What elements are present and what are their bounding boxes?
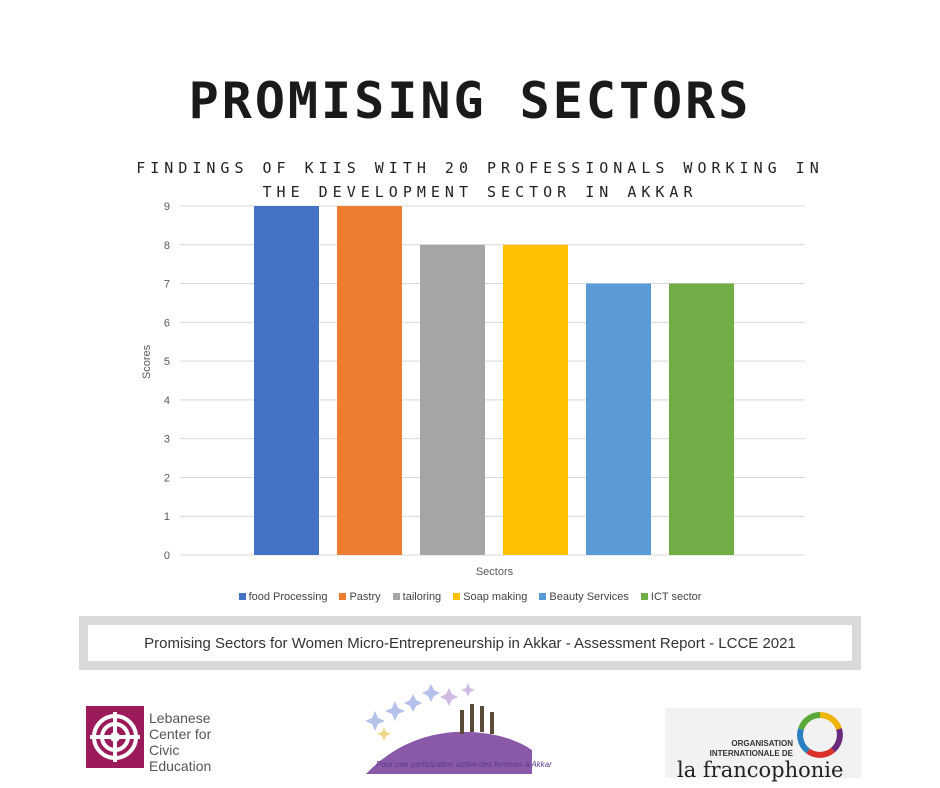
legend-swatch	[539, 593, 547, 600]
bar-2	[420, 244, 485, 555]
legend-item: Pastry	[339, 591, 381, 603]
legend-swatch	[339, 593, 347, 600]
y-tick-label: 2	[164, 472, 170, 484]
francophonie-name: la francophonie	[677, 758, 844, 782]
legend-swatch	[453, 593, 461, 600]
legend-swatch	[238, 593, 246, 600]
y-tick-label: 5	[164, 356, 170, 368]
y-tick-label: 1	[164, 511, 170, 523]
y-axis-label: Scores	[141, 344, 153, 379]
francophonie-logo: ORGANISATION INTERNATIONALE DE la franco…	[665, 708, 861, 782]
akkar-logo-graphic-icon	[365, 683, 532, 774]
y-tick-label: 9	[164, 201, 170, 213]
legend-item: Soap making	[453, 591, 527, 603]
francophonie-ring-icon	[797, 712, 843, 758]
y-tick-label: 7	[164, 279, 170, 291]
page-title: PROMISING SECTORS	[188, 72, 752, 130]
akkar-logo-caption: Pour une participation active des femmes…	[376, 760, 552, 769]
y-tick-label: 3	[164, 434, 170, 446]
legend-item: Beauty Services	[539, 591, 629, 603]
bar-4	[586, 283, 651, 555]
y-tick-label: 4	[164, 395, 170, 407]
lcce-logo-text: Lebanese Center for Civic Education	[149, 710, 212, 774]
bar-chart: 0 1 2 3 4 5 6 7 8 9 Sectors Scores	[141, 201, 805, 578]
legend-item: tailoring	[392, 591, 442, 603]
bar-0	[254, 206, 319, 555]
bar-5	[669, 283, 734, 555]
chart-legend: food Processing Pastry tailoring Soap makin…	[0, 591, 940, 603]
bar-3	[503, 244, 568, 555]
legend-swatch	[640, 593, 648, 600]
legend-item: ICT sector	[640, 591, 702, 603]
legend-label: ICT sector	[650, 591, 702, 603]
lcce-logo: Lebanese Center for Civic Education	[86, 706, 256, 776]
page-subtitle: FINDINGS OF KIIS WITH 20 PROFESSIONALS W…	[136, 159, 824, 201]
y-tick-label: 6	[164, 317, 170, 329]
legend-swatch	[392, 593, 400, 600]
akkar-project-logo: Pour une participation active des femmes…	[362, 680, 552, 776]
francophonie-org-text: ORGANISATION INTERNATIONALE DE	[709, 739, 793, 758]
y-tick-label: 0	[164, 550, 170, 562]
source-box: Promising Sectors for Women Micro-Entrep…	[79, 616, 861, 670]
legend-label: Pastry	[349, 591, 381, 603]
legend-label: Beauty Services	[549, 591, 629, 603]
x-axis-label: Sectors	[476, 566, 514, 578]
source-citation: Promising Sectors for Women Micro-Entrep…	[88, 625, 852, 661]
y-tick-label: 8	[164, 240, 170, 252]
legend-label: Soap making	[463, 591, 528, 603]
legend-label: food Processing	[248, 591, 328, 603]
legend-item: food Processing	[238, 591, 328, 603]
legend-label: tailoring	[402, 591, 442, 603]
lcce-emblem-icon	[86, 706, 144, 768]
bar-1	[337, 206, 402, 555]
